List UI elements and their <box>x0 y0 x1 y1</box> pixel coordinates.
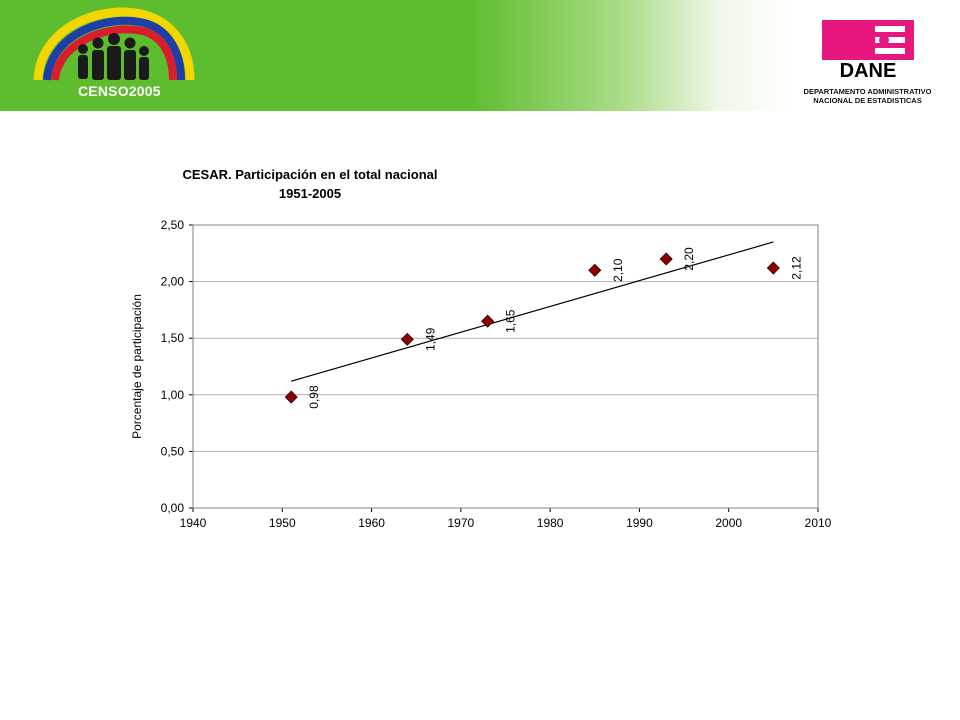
x-tick-label: 1980 <box>537 516 564 530</box>
x-tick-label: 1950 <box>269 516 296 530</box>
data-label: 1,49 <box>423 327 437 351</box>
x-tick-label: 1970 <box>448 516 475 530</box>
data-label: 2,10 <box>611 258 625 282</box>
chart-title: CESAR. Participación en el total naciona… <box>182 167 438 182</box>
y-axis-label: Porcentaje de participación <box>130 294 144 439</box>
dane-caption-line1: DEPARTAMENTO ADMINISTRATIVO <box>803 87 932 96</box>
data-label: 2,12 <box>789 256 803 280</box>
x-tick-label: 1960 <box>358 516 385 530</box>
dane-logo: DANE <box>822 20 914 78</box>
chart-title-block: CESAR. Participación en el total naciona… <box>160 165 460 203</box>
data-point <box>588 263 602 277</box>
y-tick-label: 1,00 <box>161 388 185 402</box>
data-label: 2,20 <box>682 247 696 271</box>
x-tick-label: 1990 <box>626 516 653 530</box>
data-label: 1,65 <box>504 309 518 333</box>
trendline <box>291 241 774 382</box>
y-tick-label: 1,50 <box>161 331 185 345</box>
data-point <box>766 261 780 275</box>
censo-logo-text: CENSO2005 <box>78 83 161 99</box>
dane-caption-line2: NACIONAL DE ESTADISTICAS <box>813 96 922 105</box>
y-tick-label: 2,50 <box>161 218 185 232</box>
x-tick-label: 2000 <box>715 516 742 530</box>
data-point <box>284 390 298 404</box>
x-tick-label: 2010 <box>805 516 832 530</box>
data-point <box>400 332 414 346</box>
dane-logo-text: DANE <box>840 60 897 78</box>
data-point <box>481 314 495 328</box>
data-point <box>659 252 673 266</box>
y-tick-label: 0,50 <box>161 444 185 458</box>
dane-caption: DEPARTAMENTO ADMINISTRATIVO NACIONAL DE … <box>790 87 945 105</box>
censo-2005-logo <box>33 7 195 81</box>
x-tick-label: 1940 <box>180 516 207 530</box>
y-tick-label: 0,00 <box>161 501 185 515</box>
y-tick-label: 2,00 <box>161 275 185 289</box>
chart-subtitle: 1951-2005 <box>278 186 342 201</box>
data-label: 0,98 <box>307 385 321 409</box>
plot-area <box>192 224 819 509</box>
